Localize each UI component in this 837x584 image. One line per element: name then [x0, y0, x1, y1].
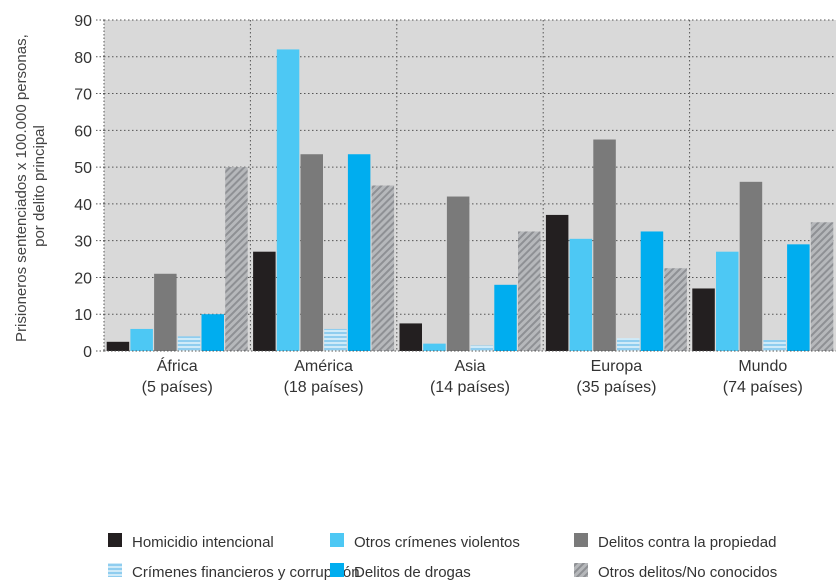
bar-delitos-contra-la-propiedad-2	[446, 196, 470, 351]
category-sublabel: (74 países)	[723, 379, 803, 396]
bar-homicidio-intencional-1	[253, 251, 276, 351]
category-sublabel: (35 países)	[576, 379, 656, 396]
y-tick-label: 40	[74, 197, 92, 214]
legend-swatch	[330, 563, 344, 577]
y-tick-label: 90	[74, 13, 92, 30]
y-tick-label: 0	[83, 344, 92, 361]
legend-label: Homicidio intencional	[132, 534, 274, 551]
bars-group	[106, 49, 834, 352]
category-label: Mundo	[738, 358, 787, 375]
x-axis-labels: África (5 países) América (18 países) Asia (1…	[142, 356, 803, 396]
legend: Homicidio intencional Otros crímenes viol…	[108, 533, 777, 581]
bar-homicidio-intencional-0	[106, 341, 130, 351]
bar-otros-cr-menes-violentos-1	[276, 49, 300, 352]
bar-otros-delitos-no-conocidos-1	[371, 185, 395, 351]
legend-label: Delitos de drogas	[354, 564, 471, 581]
bar-delitos-de-drogas-3	[640, 231, 664, 351]
y-axis: 0 10 20 30 40 50 60 70 80 90	[74, 13, 836, 361]
legend-label: Crímenes financieros y corrupción	[132, 564, 360, 581]
legend-label: Otros crímenes violentos	[354, 534, 520, 551]
y-axis-label: Prisioneros sentenciados x 100.000 perso…	[13, 30, 48, 342]
bar-delitos-contra-la-propiedad-0	[154, 273, 177, 351]
bar-otros-cr-menes-violentos-0	[130, 328, 153, 351]
bar-otros-delitos-no-conocidos-4	[810, 222, 834, 351]
y-axis-label-line-2: por delito principal	[31, 125, 48, 247]
y-tick-label: 50	[74, 160, 92, 177]
category-sublabel: (5 países)	[142, 379, 213, 396]
bar-delitos-de-drogas-4	[787, 244, 810, 351]
bar-otros-delitos-no-conocidos-0	[225, 167, 248, 351]
bar-otros-cr-menes-violentos-3	[569, 238, 593, 351]
y-tick-label: 80	[74, 50, 92, 67]
category-label: Asia	[454, 358, 485, 375]
category-label: Europa	[591, 358, 643, 375]
legend-swatch	[108, 563, 122, 577]
grid-lines	[104, 19, 836, 351]
y-tick-label: 30	[74, 234, 92, 251]
legend-swatch	[108, 533, 122, 547]
bar-otros-cr-menes-violentos-2	[423, 343, 446, 351]
bar-otros-delitos-no-conocidos-2	[518, 231, 541, 351]
category-label: América	[294, 358, 353, 375]
y-tick-label: 20	[74, 270, 92, 287]
bar-homicidio-intencional-2	[399, 323, 422, 351]
bar-otros-delitos-no-conocidos-3	[664, 268, 687, 351]
y-tick-label: 10	[74, 307, 92, 324]
y-axis-label-line-1: Prisioneros sentenciados x 100.000 perso…	[13, 34, 30, 342]
bar-delitos-de-drogas-0	[201, 314, 224, 351]
legend-swatch	[574, 563, 588, 577]
category-sublabel: (18 países)	[284, 379, 364, 396]
legend-label: Otros delitos/No conocidos	[598, 564, 777, 581]
bar-otros-cr-menes-violentos-4	[716, 251, 739, 351]
bar-delitos-de-drogas-2	[494, 284, 517, 351]
bar-cr-menes-financieros-y-corrupci-n-2	[470, 345, 494, 351]
y-tick-label: 70	[74, 87, 92, 104]
bar-delitos-de-drogas-1	[347, 154, 371, 351]
legend-swatch	[574, 533, 588, 547]
bar-homicidio-intencional-3	[545, 214, 569, 351]
bar-delitos-contra-la-propiedad-3	[593, 139, 616, 351]
category-sublabel: (14 países)	[430, 379, 510, 396]
bar-homicidio-intencional-4	[692, 288, 715, 351]
bar-cr-menes-financieros-y-corrupci-n-0	[177, 336, 201, 351]
y-tick-label: 60	[74, 123, 92, 140]
bar-cr-menes-financieros-y-corrupci-n-4	[763, 339, 786, 351]
bar-cr-menes-financieros-y-corrupci-n-3	[617, 338, 640, 351]
bar-delitos-contra-la-propiedad-4	[739, 181, 763, 351]
bar-delitos-contra-la-propiedad-1	[300, 154, 323, 351]
legend-label: Delitos contra la propiedad	[598, 534, 776, 551]
category-label: África	[157, 356, 198, 375]
bar-cr-menes-financieros-y-corrupci-n-1	[324, 328, 347, 351]
legend-swatch	[330, 533, 344, 547]
